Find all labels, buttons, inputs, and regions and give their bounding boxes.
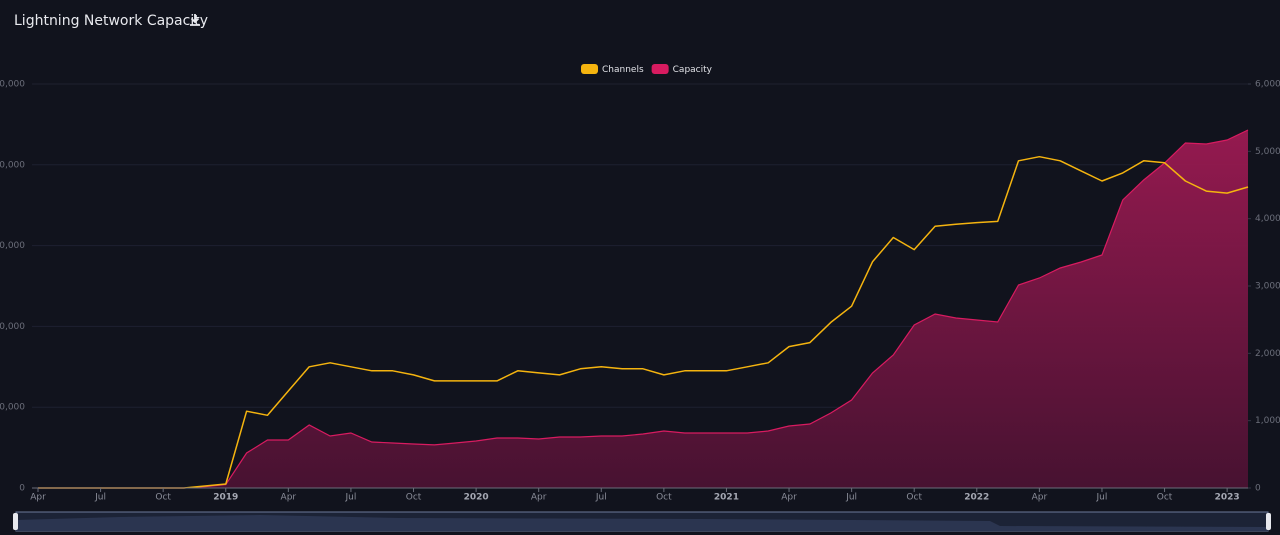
plot-area: 0 20,000 40,000 60,000 80,000 100,000 0 1,000 2,… xyxy=(0,80,1280,503)
zoom-slider[interactable] xyxy=(13,511,1271,532)
slider-handle[interactable] xyxy=(1266,513,1271,530)
y-tick-label: 100,000 xyxy=(0,80,25,90)
x-tick-label: Jul xyxy=(845,493,857,503)
x-tick-label: Apr xyxy=(781,493,797,503)
x-tick-label: 2021 xyxy=(714,493,739,503)
y-tick-label: 60,000 xyxy=(0,241,25,251)
y2-tick-label: 5,000 xyxy=(1255,147,1280,157)
y2-tick-label: 2,000 xyxy=(1255,349,1280,359)
x-tick-label: Apr xyxy=(531,493,547,503)
x-tick-label: Oct xyxy=(906,493,922,503)
y2-tick-label: 4,000 xyxy=(1255,214,1280,224)
x-tick-label: Apr xyxy=(281,493,297,503)
x-tick-label: 2019 xyxy=(213,493,238,503)
capacity-area xyxy=(38,130,1248,488)
y-tick-label: 0 xyxy=(19,484,25,494)
x-tick-label: Oct xyxy=(406,493,422,503)
x-tick-label: Oct xyxy=(155,493,171,503)
y-tick-label: 40,000 xyxy=(0,322,25,332)
y-tick-label: 80,000 xyxy=(0,160,25,170)
x-tick-label: Jul xyxy=(1096,493,1108,503)
y2-tick-label: 6,000 xyxy=(1255,80,1280,90)
legend-swatch xyxy=(581,64,598,74)
slider-handle[interactable] xyxy=(13,513,18,530)
legend-label: Channels xyxy=(602,65,644,75)
chart-title: Lightning Network Capacity xyxy=(14,13,208,29)
channels-line xyxy=(38,155,1249,489)
legend-swatch xyxy=(651,64,669,74)
legend-label: Capacity xyxy=(673,65,713,75)
y2-tick-label: 0 xyxy=(1255,484,1261,494)
x-tick-label: Jul xyxy=(345,493,357,503)
x-tick-label: Apr xyxy=(1032,493,1048,503)
legend: Channels Capacity xyxy=(581,64,713,75)
y2-tick-label: 3,000 xyxy=(1255,282,1280,292)
x-tick-label: Oct xyxy=(656,493,672,503)
capacity-line xyxy=(38,129,1249,489)
x-tick-label: Jul xyxy=(595,493,607,503)
x-tick-label: 2020 xyxy=(464,493,489,503)
x-tick-label: Apr xyxy=(30,493,46,503)
y-tick-label: 20,000 xyxy=(0,403,25,413)
x-tick-label: 2023 xyxy=(1215,493,1240,503)
x-tick-label: Oct xyxy=(1157,493,1173,503)
x-tick-label: Jul xyxy=(94,493,106,503)
y2-tick-label: 1,000 xyxy=(1255,416,1280,426)
x-tick-label: 2022 xyxy=(964,493,989,503)
download-icon[interactable] xyxy=(190,14,200,26)
